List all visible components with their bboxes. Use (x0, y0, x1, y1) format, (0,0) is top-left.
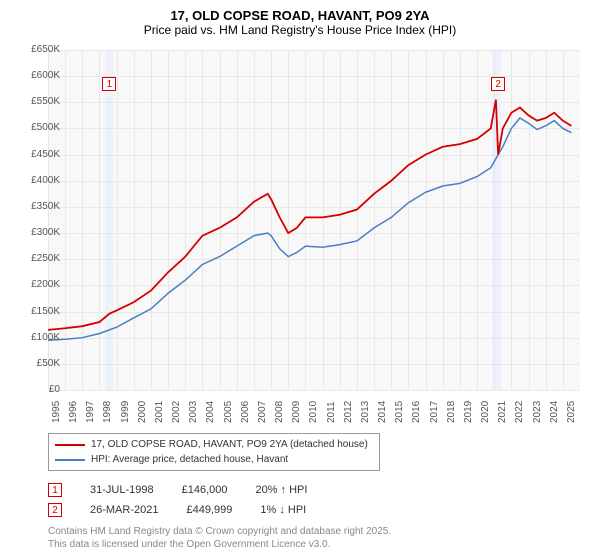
x-tick-label: 2010 (308, 401, 319, 423)
y-tick-label: £100K (16, 332, 60, 343)
x-tick-label: 2000 (137, 401, 148, 423)
transaction-date-1: 31-JUL-1998 (90, 484, 154, 496)
transaction-marker-2: 2 (48, 503, 62, 517)
chart-marker-2: 2 (491, 77, 505, 91)
x-tick-label: 2017 (429, 401, 440, 423)
legend-box: 17, OLD COPSE ROAD, HAVANT, PO9 2YA (det… (48, 433, 380, 471)
y-tick-label: £550K (16, 96, 60, 107)
x-tick-label: 1999 (120, 401, 131, 423)
legend-label-1: 17, OLD COPSE ROAD, HAVANT, PO9 2YA (det… (91, 439, 368, 450)
x-tick-label: 2008 (274, 401, 285, 423)
legend-row-2: HPI: Average price, detached house, Hava… (55, 452, 373, 467)
chart-container: 17, OLD COPSE ROAD, HAVANT, PO9 2YA Pric… (0, 0, 600, 560)
x-tick-label: 2002 (171, 401, 182, 423)
series-line-hpi (48, 118, 571, 340)
x-tick-label: 2012 (343, 401, 354, 423)
x-tick-label: 2009 (291, 401, 302, 423)
legend-swatch-2 (55, 459, 85, 461)
legend-label-2: HPI: Average price, detached house, Hava… (91, 454, 288, 465)
transaction-date-2: 26-MAR-2021 (90, 504, 158, 516)
x-tick-label: 2024 (549, 401, 560, 423)
transaction-row-2: 2 26-MAR-2021 £449,999 1% ↓ HPI (48, 500, 307, 520)
footer-line1: Contains HM Land Registry data © Crown c… (48, 525, 391, 538)
x-tick-label: 2011 (326, 401, 337, 423)
x-tick-label: 2004 (205, 401, 216, 423)
x-tick-label: 2007 (257, 401, 268, 423)
transaction-delta-2: 1% ↓ HPI (260, 504, 306, 516)
series-line-price_paid (48, 100, 571, 330)
x-tick-label: 2016 (411, 401, 422, 423)
x-tick-label: 2021 (497, 401, 508, 423)
y-tick-label: £250K (16, 253, 60, 264)
x-tick-label: 1995 (51, 401, 62, 423)
x-tick-label: 2023 (532, 401, 543, 423)
chart-plot-area: 12 (48, 50, 580, 390)
title-area: 17, OLD COPSE ROAD, HAVANT, PO9 2YA Pric… (0, 0, 600, 41)
y-tick-label: £400K (16, 175, 60, 186)
title-line2: Price paid vs. HM Land Registry's House … (0, 23, 600, 37)
x-tick-label: 2025 (566, 401, 577, 423)
x-tick-label: 2014 (377, 401, 388, 423)
transaction-table: 1 31-JUL-1998 £146,000 20% ↑ HPI 2 26-MA… (48, 480, 307, 520)
x-tick-label: 2015 (394, 401, 405, 423)
chart-marker-1: 1 (102, 77, 116, 91)
y-tick-label: £450K (16, 149, 60, 160)
x-tick-label: 1996 (68, 401, 79, 423)
x-tick-label: 2019 (463, 401, 474, 423)
y-tick-label: £200K (16, 279, 60, 290)
x-tick-label: 2022 (514, 401, 525, 423)
title-line1: 17, OLD COPSE ROAD, HAVANT, PO9 2YA (0, 8, 600, 23)
line-series-svg (48, 50, 580, 390)
x-tick-label: 1998 (102, 401, 113, 423)
y-tick-label: £150K (16, 306, 60, 317)
y-tick-label: £300K (16, 227, 60, 238)
y-tick-label: £650K (16, 44, 60, 55)
y-tick-label: £600K (16, 70, 60, 81)
x-tick-label: 2001 (154, 401, 165, 423)
legend-row-1: 17, OLD COPSE ROAD, HAVANT, PO9 2YA (det… (55, 437, 373, 452)
transaction-delta-1: 20% ↑ HPI (255, 484, 307, 496)
transaction-marker-1: 1 (48, 483, 62, 497)
legend-swatch-1 (55, 444, 85, 446)
y-tick-label: £500K (16, 122, 60, 133)
footer-line2: This data is licensed under the Open Gov… (48, 538, 391, 551)
x-tick-label: 2003 (188, 401, 199, 423)
x-tick-label: 2020 (480, 401, 491, 423)
x-tick-label: 2013 (360, 401, 371, 423)
transaction-price-1: £146,000 (182, 484, 228, 496)
x-tick-label: 2018 (446, 401, 457, 423)
x-tick-label: 2005 (223, 401, 234, 423)
y-tick-label: £350K (16, 201, 60, 212)
x-tick-label: 1997 (85, 401, 96, 423)
transaction-price-2: £449,999 (186, 504, 232, 516)
y-tick-label: £50K (16, 358, 60, 369)
y-tick-label: £0 (16, 384, 60, 395)
transaction-row-1: 1 31-JUL-1998 £146,000 20% ↑ HPI (48, 480, 307, 500)
x-tick-label: 2006 (240, 401, 251, 423)
footer-note: Contains HM Land Registry data © Crown c… (48, 525, 391, 551)
